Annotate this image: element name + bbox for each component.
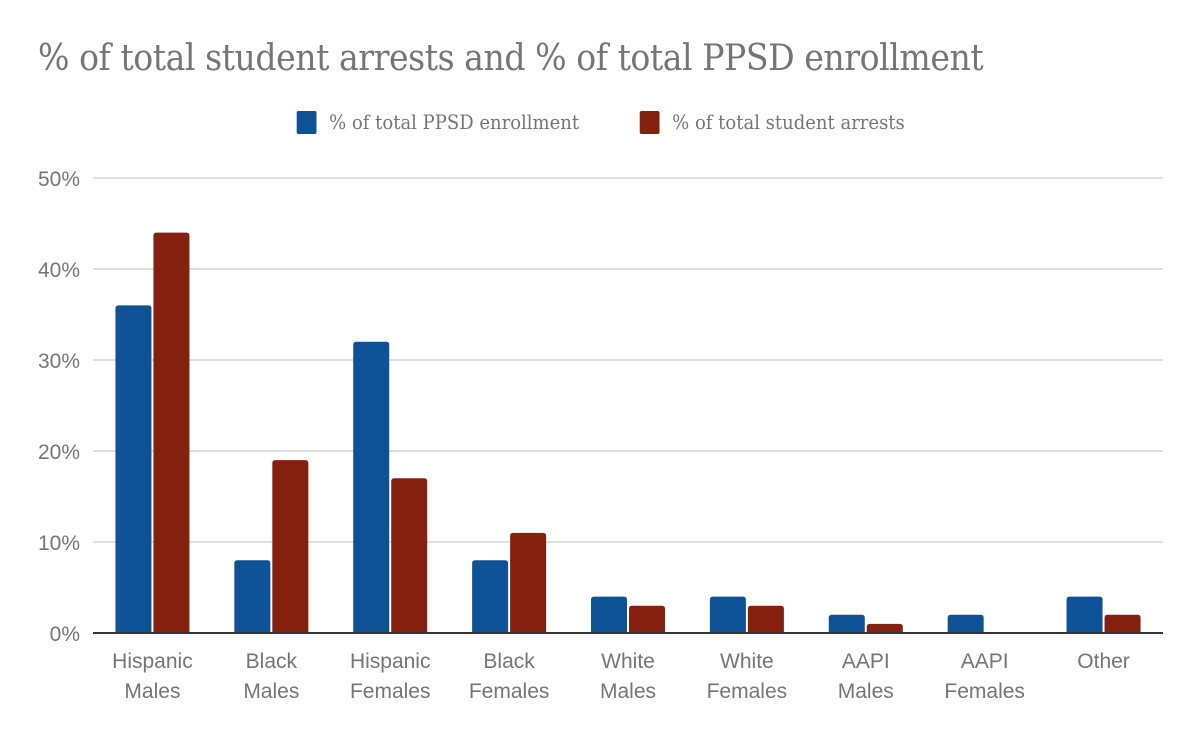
x-category-label: AAPI Females [944, 650, 1025, 703]
bar-arrests [391, 478, 428, 633]
x-category-label-line: AAPI [961, 650, 1009, 673]
x-category-label-line: Other [1077, 650, 1130, 673]
x-category-label-line: Hispanic [112, 650, 193, 673]
y-tick-label: 0% [50, 623, 80, 646]
bar-enrollment [828, 614, 865, 633]
bar-arrests [747, 605, 784, 633]
bar-enrollment [947, 614, 984, 633]
bar-arrests [629, 605, 665, 633]
x-category-label-line: Hispanic [350, 650, 431, 673]
bar-enrollment [1066, 596, 1103, 633]
bar-enrollment [353, 341, 390, 633]
y-tick-label: 50% [38, 168, 80, 191]
x-category-label-line: Females [350, 680, 431, 703]
bar-enrollment [591, 596, 627, 633]
x-category-label-line: White [601, 650, 655, 673]
x-category-label-line: Black [246, 650, 298, 673]
x-category-label-line: Males [243, 680, 299, 703]
x-category-label-line: Males [124, 680, 180, 703]
x-category-label: White Females [707, 650, 788, 703]
x-category-label-line: Males [600, 680, 656, 703]
bar-arrests [1104, 614, 1141, 633]
x-category-label: White Males [600, 650, 656, 703]
x-category-label-line: Females [469, 680, 550, 703]
x-category-label-line: Females [944, 680, 1025, 703]
x-category-label-line: White [720, 650, 774, 673]
x-category-label: Hispanic Males [112, 650, 193, 703]
bar-arrests [866, 623, 903, 633]
y-tick-label: 10% [38, 532, 80, 555]
legend-label-arrests: % of total student arrests [671, 110, 905, 134]
bar-enrollment [115, 305, 152, 633]
x-category-label: Hispanic Females [350, 650, 431, 703]
x-category-label-line: Males [838, 680, 894, 703]
x-category-label: Other [1077, 650, 1130, 673]
y-tick-label: 40% [38, 259, 80, 282]
x-category-label: Black Males [243, 650, 299, 703]
legend-item-arrests: % of total student arrests [639, 110, 904, 134]
y-tick-label: 30% [38, 350, 80, 373]
x-category-label: Black Females [469, 650, 550, 703]
bar-enrollment [234, 560, 271, 633]
x-category-label: AAPI Males [838, 650, 894, 703]
x-category-label-line: Females [707, 680, 788, 703]
bar-arrests [510, 532, 547, 633]
legend-item-enrollment: % of total PPSD enrollment [296, 110, 579, 134]
x-category-label-line: Black [483, 650, 535, 673]
bar-arrests [153, 232, 190, 633]
x-category-label-line: AAPI [842, 650, 890, 673]
bar-enrollment [472, 560, 509, 633]
legend: % of total PPSD enrollment % of total st… [0, 110, 1200, 134]
legend-label-enrollment: % of total PPSD enrollment [328, 110, 579, 134]
legend-swatch-enrollment [296, 110, 317, 134]
legend-swatch-arrests [639, 110, 660, 134]
chart-title: % of total student arrests and % of tota… [38, 38, 984, 79]
bar-arrests [272, 460, 309, 633]
y-tick-label: 20% [38, 441, 80, 464]
bar-enrollment [709, 596, 746, 633]
